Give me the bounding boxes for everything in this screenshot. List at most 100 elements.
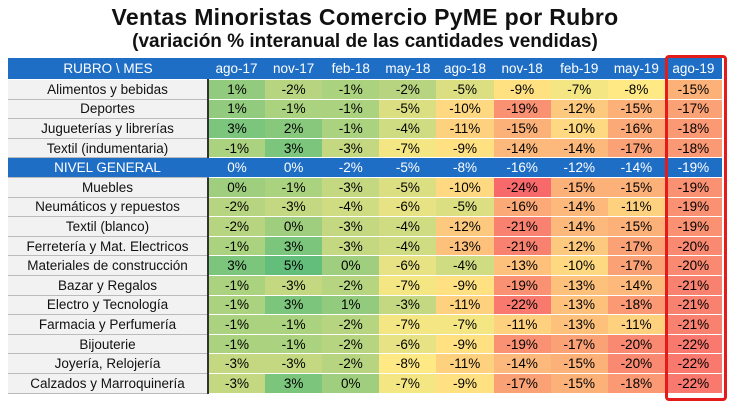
value-cell: -3% [322,236,380,257]
table-row: Muebles 0% -1% -3% -5% -10% -24% -15% -15% -19% [8,177,722,198]
value-cell: -2% [379,79,437,100]
row-label: Textil (indumentaria) [8,138,209,159]
value-cell: -15% [607,99,665,120]
value-cell: -17% [493,373,551,394]
value-cell: -3% [265,197,323,218]
value-cell: 0% [322,255,380,276]
value-cell: 3% [265,138,323,159]
row-label: Calzados y Marroquinería [8,373,209,394]
value-cell: -10% [550,118,608,139]
row-label: Textil (blanco) [8,216,209,237]
value-cell: -9% [436,275,494,296]
value-cell: 0% [265,216,323,237]
value-cell: -1% [322,79,380,100]
value-cell: -3% [322,216,380,237]
value-cell: -1% [265,314,323,335]
table-row: Bijouterie -1% -1% -2% -6% -9% -19% -17% -20% -22… [8,334,722,355]
value-cell: -15% [550,373,608,394]
value-cell: -14% [493,353,551,374]
value-cell: -2% [322,275,380,296]
value-cell: -3% [208,373,266,394]
value-cell: -7% [379,138,437,159]
value-cell: -1% [265,334,323,355]
row-label: Muebles [8,177,209,198]
value-cell: -1% [208,236,266,257]
value-cell: -3% [265,275,323,296]
value-cell: -9% [436,373,494,394]
value-cell: -7% [379,275,437,296]
value-cell: -3% [322,138,380,159]
value-cell: -4% [379,236,437,257]
value-cell: -22% [664,373,722,394]
value-cell: -11% [436,353,494,374]
value-cell: -22% [664,353,722,374]
value-cell: -8% [436,157,494,178]
value-cell: -21% [493,216,551,237]
value-cell: 1% [322,295,380,316]
value-cell: -20% [607,353,665,374]
table-row: Farmacia y Perfumería -1% -1% -2% -7% -7% -11%… [8,314,722,335]
value-cell: -21% [664,295,722,316]
value-cell: -18% [607,295,665,316]
value-cell: -1% [265,177,323,198]
value-cell: -21% [664,314,722,335]
row-label: Bijouterie [8,334,209,355]
value-cell: -3% [208,353,266,374]
value-cell: -14% [607,157,665,178]
row-label: Farmacia y Perfumería [8,314,209,335]
value-cell: -4% [322,197,380,218]
value-cell: -12% [550,99,608,120]
value-cell: -20% [664,255,722,276]
value-cell: -15% [607,216,665,237]
table-row: Neumáticos y repuestos -2% -3% -4% -6% -5% -16… [8,197,722,218]
value-cell: 3% [265,295,323,316]
row-label: Joyería, Relojería [8,353,209,374]
value-cell: -19% [493,334,551,355]
value-cell: -9% [436,138,494,159]
value-cell: -20% [664,236,722,257]
value-cell: -14% [550,197,608,218]
value-cell: -5% [436,197,494,218]
value-cell: -3% [379,295,437,316]
table-row: Electro y Tecnología -1% 3% 1% -3% -11% -22% -1… [8,295,722,316]
table-row: Calzados y Marroquinería -3% 3% 0% -7% -9% -17… [8,373,722,394]
value-cell: -19% [664,197,722,218]
column-header: nov-17 [265,58,323,80]
value-cell: -16% [493,197,551,218]
value-cell: -4% [379,118,437,139]
corner-header: RUBRO \ MES [8,58,208,80]
value-cell: -21% [664,275,722,296]
value-cell: -14% [550,216,608,237]
column-header: ago-19 [664,58,722,80]
value-cell: -11% [436,118,494,139]
value-cell: -1% [208,295,266,316]
value-cell: -20% [607,334,665,355]
value-cell: -21% [493,236,551,257]
value-cell: -9% [493,79,551,100]
value-cell: -17% [664,99,722,120]
column-header: may-18 [379,58,437,80]
value-cell: -1% [322,118,380,139]
value-cell: -14% [550,138,608,159]
column-header: may-19 [607,58,665,80]
value-cell: -7% [550,79,608,100]
value-cell: -19% [664,157,722,178]
value-cell: -11% [493,314,551,335]
row-label: Materiales de construcción [8,255,209,276]
value-cell: -15% [550,177,608,198]
table-row: Deportes 1% -1% -1% -5% -10% -19% -12% -15% -17% [8,99,722,120]
value-cell: 5% [265,255,323,276]
row-label: Alimentos y bebidas [8,79,209,100]
value-cell: -18% [664,138,722,159]
value-cell: -2% [208,216,266,237]
value-cell: -18% [607,373,665,394]
value-cell: -4% [436,255,494,276]
value-cell: -13% [550,295,608,316]
table-row: Alimentos y bebidas 1% -2% -1% -2% -5% -9% -7% -… [8,79,722,100]
value-cell: -1% [265,99,323,120]
column-header: nov-18 [493,58,551,80]
value-cell: -8% [607,79,665,100]
value-cell: -14% [607,275,665,296]
value-cell: -22% [664,334,722,355]
value-cell: -12% [550,157,608,178]
